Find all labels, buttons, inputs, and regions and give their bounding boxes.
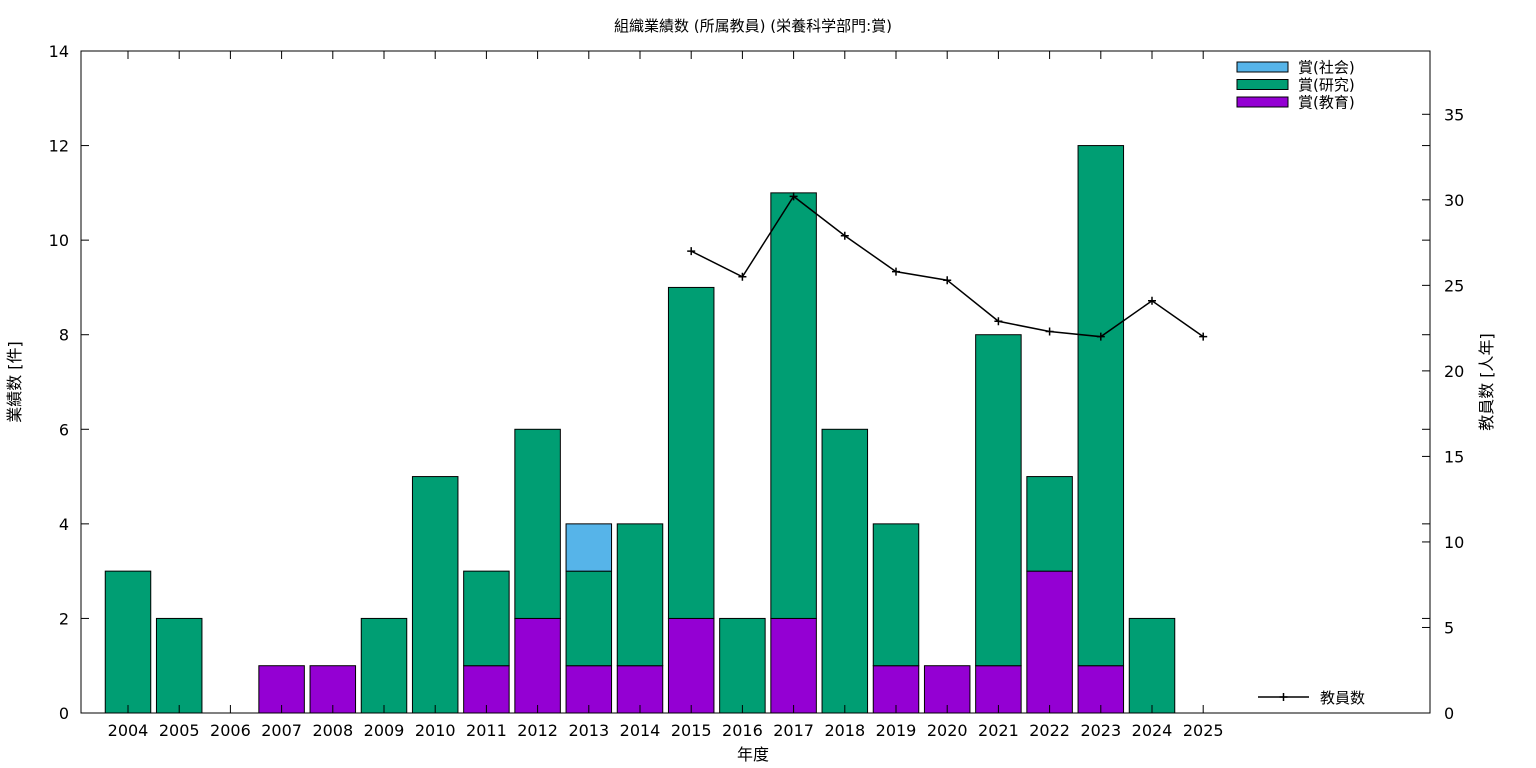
y2-tick-label-30: 30 — [1444, 191, 1464, 210]
y2-tick-label-5: 5 — [1444, 618, 1454, 637]
bar-2005-series-1 — [155, 617, 203, 714]
x-tick-label-2014: 2014 — [620, 721, 661, 740]
line-point-2025 — [1199, 332, 1208, 341]
y-tick-label-8: 8 — [59, 326, 69, 345]
y-tick-label-0: 0 — [59, 704, 69, 723]
y-tick-label-4: 4 — [59, 515, 69, 534]
bar-2013-series-2 — [565, 523, 613, 572]
bar-2018-series-1 — [821, 428, 869, 714]
y-tick-label-2: 2 — [59, 609, 69, 628]
y2-tick-label-0: 0 — [1444, 704, 1454, 723]
line-point-2023 — [1096, 332, 1105, 341]
line-series-path — [690, 195, 1204, 338]
legend-swatch-2 — [1236, 61, 1289, 73]
y2-tick-label-10: 10 — [1444, 533, 1464, 552]
y2-axis: 0 5 10 15 20 25 30 35 — [1422, 105, 1464, 723]
bar-2004-series-1 — [104, 570, 152, 714]
y-tick-label-6: 6 — [59, 420, 69, 439]
line-series-group — [687, 192, 1208, 341]
x-tick-label-2008: 2008 — [312, 721, 353, 740]
x-tick-label-2009: 2009 — [364, 721, 405, 740]
x-tick-label-2007: 2007 — [261, 721, 302, 740]
x-tick-label-2012: 2012 — [517, 721, 558, 740]
y-tick-label-12: 12 — [49, 137, 69, 156]
bar-2014-series-1 — [616, 523, 664, 667]
y2-tick-label-15: 15 — [1444, 447, 1464, 466]
x-tick-label-2004: 2004 — [108, 721, 149, 740]
line-point-2016 — [738, 272, 747, 281]
x-axis-label: 年度 — [737, 745, 769, 764]
y-axis: 0 2 4 6 8 10 12 14 — [49, 42, 1430, 723]
bar-2017-series-1 — [770, 192, 817, 619]
line-point-2021 — [994, 317, 1003, 326]
x-tick-label-2016: 2016 — [722, 721, 763, 740]
x-tick-label-2011: 2011 — [466, 721, 507, 740]
line-point-2022 — [1045, 327, 1054, 336]
line-point-2015 — [687, 247, 696, 256]
y2-tick-label-20: 20 — [1444, 362, 1464, 381]
bar-2012-series-0 — [514, 617, 561, 714]
line-point-2020 — [943, 276, 952, 285]
legend-swatch-1 — [1236, 79, 1289, 90]
bars-group — [104, 145, 1176, 714]
bar-2015-series-1 — [667, 286, 715, 619]
line-point-2019 — [892, 267, 900, 276]
chart-title: 組織業績数 (所属教員) (栄養科学部門:賞) — [614, 17, 892, 35]
x-tick-label-2015: 2015 — [671, 721, 712, 740]
bar-2022-series-0 — [1026, 570, 1073, 714]
line-point-2017 — [789, 192, 798, 201]
bar-2009-series-1 — [360, 617, 408, 714]
x-tick-label-2018: 2018 — [824, 721, 865, 740]
bar-2024-series-1 — [1128, 617, 1176, 714]
x-tick-label-2024: 2024 — [1132, 721, 1173, 740]
x-tick-label-2019: 2019 — [876, 721, 917, 740]
legend-line-label: 教員数 — [1320, 689, 1365, 707]
x-tick-label-2013: 2013 — [568, 721, 609, 740]
bar-2019-series-1 — [872, 523, 920, 667]
y2-axis-label: 教員数 [人年] — [1477, 333, 1496, 431]
bar-2012-series-1 — [514, 428, 561, 619]
bar-2015-series-0 — [667, 617, 715, 714]
x-tick-label-2021: 2021 — [978, 721, 1019, 740]
y-tick-label-10: 10 — [49, 231, 69, 250]
y-tick-label-14: 14 — [49, 42, 69, 61]
legend-label-2: 賞(社会) — [1298, 59, 1355, 77]
y2-tick-label-25: 25 — [1444, 276, 1464, 295]
line-point-2024 — [1148, 296, 1156, 305]
bar-2021-series-1 — [975, 334, 1022, 667]
legend-label-0: 賞(教育) — [1298, 94, 1355, 112]
legend-swatch-0 — [1236, 96, 1289, 108]
legend-label-1: 賞(研究) — [1298, 76, 1355, 94]
y2-tick-label-35: 35 — [1444, 105, 1464, 124]
x-tick-label-2017: 2017 — [773, 721, 814, 740]
bar-2011-series-1 — [463, 570, 510, 667]
legend-line-marker — [1279, 693, 1288, 701]
x-tick-label-2005: 2005 — [159, 721, 200, 740]
x-tick-label-2022: 2022 — [1029, 721, 1070, 740]
line-point-2018 — [840, 231, 849, 240]
x-axis: 2004 2005 2006 2007 2008 2009 2010 2011 2012 2013… — [108, 51, 1224, 740]
bar-2023-series-1 — [1077, 145, 1125, 667]
bar-2016-series-1 — [719, 617, 766, 714]
x-tick-label-2006: 2006 — [210, 721, 251, 740]
bar-2010-series-1 — [411, 476, 459, 714]
legend: 賞(社会)賞(研究)賞(教育) 教員数 — [1236, 59, 1365, 707]
plot-frame — [80, 50, 1431, 714]
bar-2013-series-1 — [565, 570, 613, 667]
bar-2017-series-0 — [770, 617, 817, 714]
y-axis-label: 業績数 [件] — [5, 341, 24, 423]
x-tick-label-2023: 2023 — [1080, 721, 1121, 740]
x-tick-label-2020: 2020 — [927, 721, 968, 740]
x-tick-label-2025: 2025 — [1183, 721, 1224, 740]
x-tick-label-2010: 2010 — [415, 721, 456, 740]
bar-2022-series-1 — [1026, 476, 1073, 572]
